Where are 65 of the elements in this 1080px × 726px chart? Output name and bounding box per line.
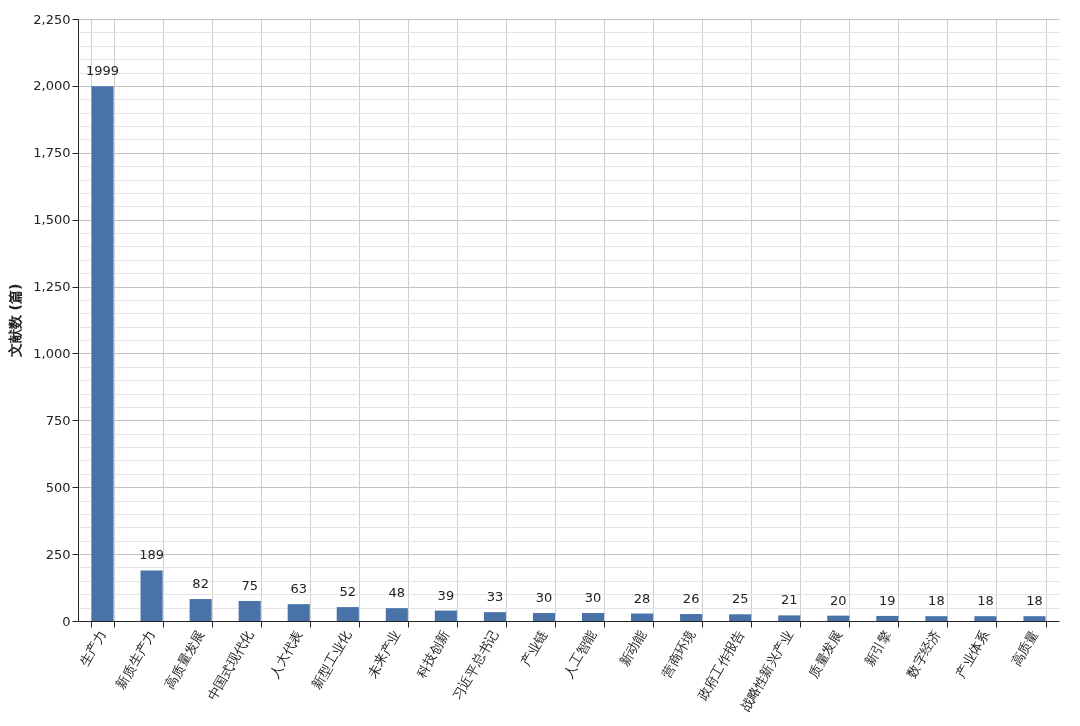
- y-tick-label: 0: [62, 613, 71, 629]
- bar: [925, 616, 948, 621]
- x-tick-label: 数字经济: [903, 627, 943, 681]
- data-label: 33: [486, 589, 504, 605]
- x-tick-label: 营商环境: [658, 627, 698, 681]
- bar: [91, 86, 114, 621]
- bar: [778, 615, 801, 621]
- y-axis-title: 文献数 (篇): [7, 283, 24, 359]
- bar: [189, 599, 212, 621]
- data-label: 48: [388, 585, 406, 601]
- data-label: 21: [780, 592, 798, 608]
- data-label: 18: [928, 593, 945, 609]
- bar: [336, 607, 359, 621]
- x-tick-label: 新型工业化: [308, 627, 355, 692]
- y-tick-label: 1,250: [33, 279, 71, 295]
- data-label: 75: [241, 577, 258, 593]
- x-tick-label: 未来产业: [364, 627, 404, 681]
- data-label: 26: [682, 591, 700, 607]
- y-tick-label: 1,750: [33, 145, 71, 161]
- y-tick-label: 250: [45, 546, 71, 562]
- data-label: 20: [830, 592, 847, 608]
- y-tick-label: 2,000: [33, 78, 71, 94]
- data-label: 30: [584, 589, 602, 605]
- data-label: 189: [139, 547, 164, 563]
- bar: [238, 600, 261, 621]
- data-label: 25: [731, 591, 749, 607]
- y-tick-label: 1,000: [33, 345, 71, 361]
- bar: [385, 608, 408, 621]
- y-tick-label: 1,500: [33, 212, 71, 228]
- data-label: 28: [633, 590, 651, 606]
- bar: [1023, 616, 1046, 621]
- x-tick-label: 生产力: [76, 627, 110, 669]
- x-tick-label: 人工智能: [560, 627, 600, 681]
- bar: [483, 612, 506, 621]
- x-tick-label: 产业体系: [953, 627, 992, 681]
- data-label: 52: [339, 584, 357, 600]
- x-tick-label: 新引擎: [861, 627, 894, 669]
- bar: [974, 616, 997, 621]
- data-label: 30: [535, 589, 553, 605]
- data-label: 18: [977, 593, 994, 609]
- bar: [876, 615, 899, 621]
- bar: [287, 604, 310, 621]
- bar: [434, 610, 457, 621]
- bar: [827, 615, 850, 621]
- x-tick-label: 人大代表: [266, 627, 306, 681]
- bar: [140, 570, 163, 621]
- bar: [680, 614, 703, 621]
- y-tick-label: 2,250: [33, 11, 71, 27]
- bar: [581, 612, 605, 621]
- x-tick-label: 质量发展: [805, 627, 845, 681]
- x-tick-label: 新动能: [616, 627, 649, 669]
- y-tick-label: 750: [45, 412, 71, 428]
- data-label: 39: [437, 587, 455, 603]
- bar: [532, 612, 556, 621]
- x-tick-label: 产业链: [518, 627, 551, 669]
- data-label: 19: [879, 592, 896, 608]
- data-label: 63: [290, 581, 307, 597]
- x-tick-label: 高质量: [1008, 627, 1042, 669]
- data-label: 18: [1026, 593, 1043, 609]
- bar: [631, 613, 654, 621]
- y-tick-label: 500: [45, 479, 71, 495]
- data-label: 1999: [85, 63, 120, 79]
- x-tick-label: 新质生产力: [112, 627, 159, 692]
- bar: [729, 614, 752, 621]
- data-label: 82: [192, 576, 209, 592]
